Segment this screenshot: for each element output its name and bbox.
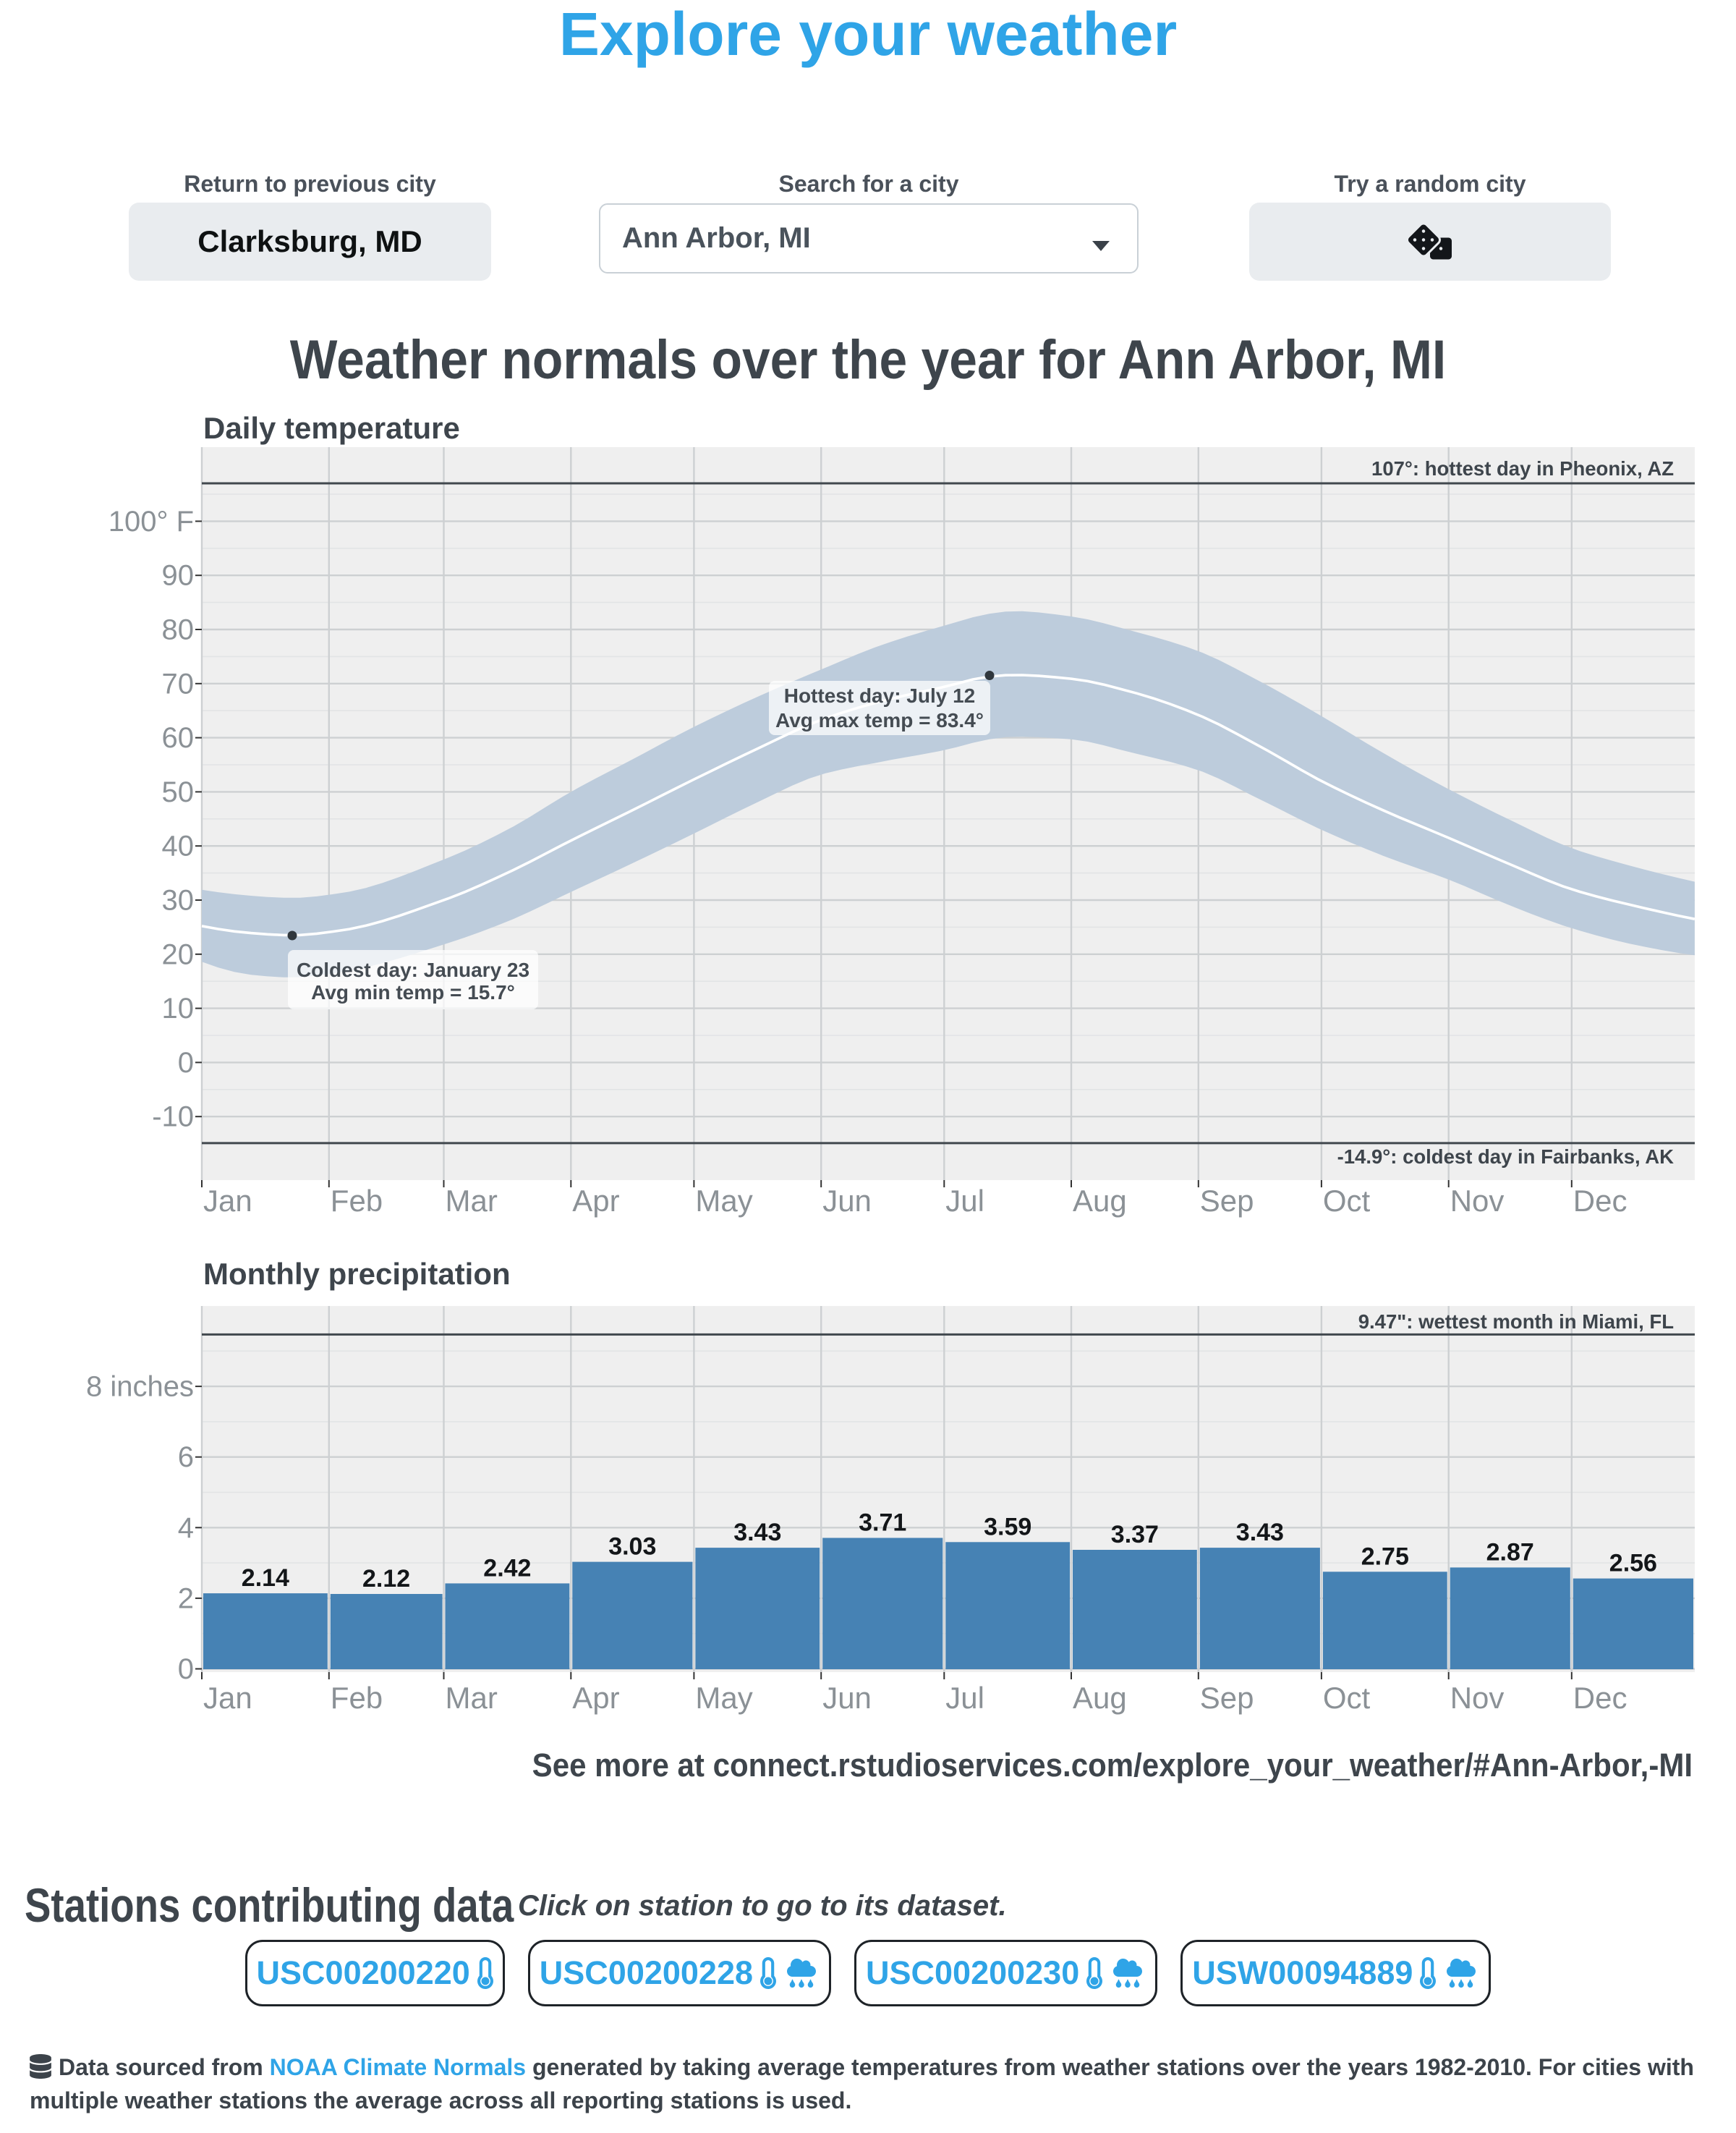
svg-text:Oct: Oct (1323, 1681, 1371, 1715)
svg-text:Aug: Aug (1073, 1681, 1127, 1715)
svg-text:2.87: 2.87 (1486, 1538, 1534, 1566)
svg-text:Dec: Dec (1573, 1681, 1628, 1715)
svg-text:See more at connect.rstudioser: See more at connect.rstudioservices.com/… (532, 1748, 1693, 1784)
svg-text:0: 0 (178, 1653, 194, 1685)
svg-text:Oct: Oct (1323, 1184, 1371, 1218)
svg-text:3.71: 3.71 (859, 1509, 906, 1537)
svg-text:2: 2 (178, 1582, 194, 1614)
svg-text:40: 40 (162, 831, 195, 862)
svg-text:4: 4 (178, 1512, 194, 1544)
svg-text:80: 80 (162, 614, 195, 646)
svg-text:8 inches: 8 inches (86, 1371, 194, 1403)
svg-text:20: 20 (162, 938, 195, 970)
svg-text:Feb: Feb (331, 1681, 383, 1715)
svg-text:50: 50 (162, 776, 195, 808)
svg-text:Dec: Dec (1573, 1184, 1628, 1218)
svg-text:Jul: Jul (945, 1681, 984, 1715)
svg-text:6: 6 (178, 1441, 194, 1473)
svg-text:Aug: Aug (1073, 1184, 1127, 1218)
svg-text:Jul: Jul (945, 1184, 984, 1218)
svg-text:30: 30 (162, 885, 195, 917)
svg-text:100° F: 100° F (109, 506, 194, 538)
svg-text:0: 0 (178, 1047, 194, 1079)
svg-text:Monthly precipitation: Monthly precipitation (203, 1257, 511, 1291)
svg-text:May: May (695, 1681, 752, 1715)
svg-text:Jan: Jan (203, 1681, 252, 1715)
svg-text:Mar: Mar (446, 1184, 498, 1218)
svg-text:Apr: Apr (572, 1184, 619, 1218)
svg-text:Mar: Mar (446, 1681, 498, 1715)
svg-text:90: 90 (162, 560, 195, 592)
svg-text:3.43: 3.43 (733, 1519, 781, 1546)
svg-text:Feb: Feb (331, 1184, 383, 1218)
svg-text:2.14: 2.14 (242, 1564, 289, 1592)
svg-text:Jun: Jun (822, 1681, 872, 1715)
svg-text:2.56: 2.56 (1609, 1550, 1657, 1577)
svg-text:10: 10 (162, 993, 195, 1025)
svg-text:3.43: 3.43 (1236, 1519, 1284, 1546)
svg-text:70: 70 (162, 668, 195, 700)
svg-text:3.37: 3.37 (1111, 1521, 1159, 1548)
svg-text:2.42: 2.42 (483, 1554, 531, 1582)
svg-text:Coldest day: January 23: Coldest day: January 23 (297, 959, 529, 981)
svg-text:Jun: Jun (822, 1184, 872, 1218)
svg-text:Avg max temp = 83.4°: Avg max temp = 83.4° (775, 709, 984, 732)
svg-text:107°: hottest day in Pheonix,: 107°: hottest day in Pheonix, AZ (1371, 457, 1674, 480)
svg-text:Nov: Nov (1450, 1184, 1505, 1218)
svg-text:Daily temperature: Daily temperature (203, 411, 460, 445)
svg-text:2.12: 2.12 (362, 1565, 410, 1593)
svg-text:May: May (695, 1184, 752, 1218)
svg-text:2.75: 2.75 (1361, 1543, 1409, 1570)
svg-text:Weather normals over the year: Weather normals over the year for Ann Ar… (290, 329, 1447, 390)
svg-text:9.47": wettest month in Miami,: 9.47": wettest month in Miami, FL (1358, 1310, 1674, 1333)
svg-text:Avg min temp = 15.7°: Avg min temp = 15.7° (311, 981, 515, 1004)
svg-text:60: 60 (162, 722, 195, 754)
svg-text:Nov: Nov (1450, 1681, 1505, 1715)
svg-text:Jan: Jan (203, 1184, 252, 1218)
svg-text:Hottest day: July 12: Hottest day: July 12 (784, 684, 976, 707)
svg-text:-14.9°: coldest day in Fairban: -14.9°: coldest day in Fairbanks, AK (1337, 1145, 1675, 1168)
svg-text:3.03: 3.03 (608, 1533, 656, 1561)
svg-text:Sep: Sep (1200, 1184, 1254, 1218)
svg-text:Apr: Apr (572, 1681, 619, 1715)
svg-text:Sep: Sep (1200, 1681, 1254, 1715)
svg-text:-10: -10 (152, 1101, 194, 1133)
svg-text:3.59: 3.59 (984, 1513, 1031, 1540)
